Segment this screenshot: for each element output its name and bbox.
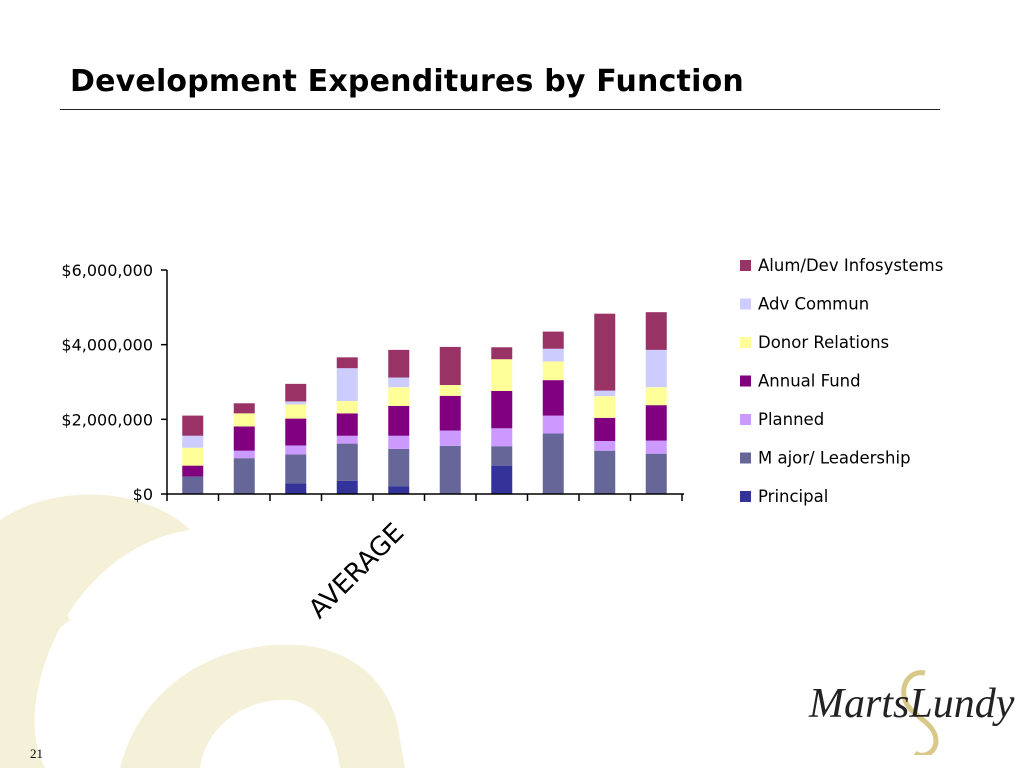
- legend-swatch: [740, 298, 751, 310]
- bar-segment-alum-dev-infosystems: [182, 415, 204, 436]
- bar-segment-annual-fund: [233, 426, 255, 451]
- bar-segment-donor-relations: [336, 401, 358, 414]
- bar-segment-annual-fund: [388, 405, 410, 436]
- bar-segment-adv-commun: [645, 349, 667, 388]
- bar-segment-planned: [491, 428, 513, 447]
- bar-segment-planned: [594, 440, 616, 451]
- bar-segment-adv-commun: [594, 390, 616, 397]
- legend-swatch: [740, 337, 751, 348]
- bar-segment-annual-fund: [182, 465, 204, 477]
- bar-segment-annual-fund: [336, 413, 358, 436]
- bar-segment-alum-dev-infosystems: [285, 383, 307, 402]
- bar-segment-donor-relations: [233, 413, 255, 427]
- bar-segment-donor-relations: [491, 359, 513, 391]
- bar-segment-m-ajor-leadership: [233, 458, 255, 494]
- legend-swatch: [740, 375, 751, 387]
- legend-swatch: [740, 260, 751, 271]
- logo-text: MartsLundy: [808, 681, 1015, 727]
- y-tick-label: $6,000,000: [61, 261, 153, 280]
- bar-segment-m-ajor-leadership: [491, 446, 513, 466]
- title-divider: [60, 109, 940, 110]
- bar-segment-annual-fund: [542, 380, 564, 416]
- bar-segment-principal: [388, 486, 410, 494]
- y-tick-label: $4,000,000: [61, 336, 153, 355]
- bar-segment-m-ajor-leadership: [388, 448, 410, 487]
- swirl-shape: [0, 494, 190, 768]
- bar-segment-planned: [336, 435, 358, 444]
- bar-segment-alum-dev-infosystems: [233, 403, 255, 414]
- legend-label: Planned: [758, 410, 824, 429]
- bar-segment-donor-relations: [594, 396, 616, 418]
- legend-label: Principal: [758, 487, 828, 506]
- legend-swatch: [740, 491, 751, 502]
- bar-segment-annual-fund: [439, 395, 461, 431]
- bar-segment-donor-relations: [182, 447, 204, 466]
- legend-swatch: [740, 452, 751, 464]
- bar-segment-adv-commun: [285, 401, 307, 405]
- bar-segment-planned: [233, 450, 255, 459]
- bar-segment-m-ajor-leadership: [182, 476, 204, 494]
- bar-segment-m-ajor-leadership: [336, 443, 358, 481]
- bar-segment-donor-relations: [388, 387, 410, 406]
- legend-label: Adv Commun: [758, 295, 869, 314]
- swirl-shape: [0, 596, 70, 768]
- bar-segment-planned: [285, 445, 307, 455]
- logo-ampersand-mark: [901, 670, 939, 755]
- bar-segment-adv-commun: [542, 348, 564, 362]
- page-number: 21: [30, 746, 43, 761]
- bar-segment-m-ajor-leadership: [594, 450, 616, 494]
- bar-segment-planned: [645, 440, 667, 454]
- x-category-label: AVERAGE: [303, 518, 410, 625]
- bar-segment-donor-relations: [285, 404, 307, 419]
- legend-label: Donor Relations: [758, 333, 889, 352]
- bar-segment-donor-relations: [645, 387, 667, 406]
- legend-label: Annual Fund: [758, 372, 861, 391]
- bar-segment-donor-relations: [542, 361, 564, 381]
- bar-segment-planned: [439, 430, 461, 446]
- bar-segment-m-ajor-leadership: [542, 433, 564, 494]
- bar-segment-adv-commun: [336, 368, 358, 402]
- bar-segment-alum-dev-infosystems: [594, 313, 616, 391]
- bar-segment-alum-dev-infosystems: [542, 331, 564, 349]
- bar-segment-alum-dev-infosystems: [491, 347, 513, 360]
- bar-segment-m-ajor-leadership: [439, 445, 461, 494]
- bar-segment-alum-dev-infosystems: [336, 357, 358, 369]
- y-tick-label: $0: [133, 485, 153, 504]
- bar-segment-planned: [542, 415, 564, 434]
- bar-segment-alum-dev-infosystems: [439, 346, 461, 385]
- bar-segment-annual-fund: [285, 418, 307, 446]
- bar-segment-principal: [285, 483, 307, 494]
- bar-segment-donor-relations: [439, 384, 461, 396]
- swirl-shape: [120, 644, 405, 768]
- bar-segment-alum-dev-infosystems: [645, 312, 667, 350]
- bar-segment-planned: [388, 435, 410, 449]
- bar-segment-alum-dev-infosystems: [388, 349, 410, 378]
- bar-segment-principal: [491, 465, 513, 494]
- slide-title: Development Expenditures by Function: [70, 64, 744, 99]
- y-tick-label: $2,000,000: [61, 410, 153, 429]
- bar-segment-m-ajor-leadership: [285, 454, 307, 484]
- bar-segment-annual-fund: [594, 417, 616, 441]
- bar-segment-adv-commun: [388, 377, 410, 388]
- bar-segment-annual-fund: [645, 405, 667, 441]
- marts-lundy-logo: MartsLundy: [808, 670, 1015, 755]
- bar-segment-annual-fund: [491, 390, 513, 429]
- bar-segment-principal: [336, 480, 358, 494]
- legend-label: M ajor/ Leadership: [758, 449, 911, 468]
- bar-segment-m-ajor-leadership: [645, 453, 667, 494]
- bar-segment-adv-commun: [182, 435, 204, 448]
- legend-label: Alum/Dev Infosystems: [758, 256, 943, 275]
- legend-swatch: [740, 414, 751, 425]
